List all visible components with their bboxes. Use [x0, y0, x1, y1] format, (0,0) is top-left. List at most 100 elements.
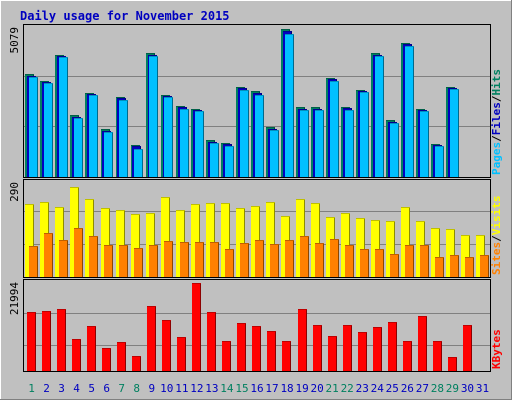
kbytes-bar	[252, 326, 261, 371]
kbytes-bar	[72, 339, 81, 371]
kbytes-bar	[27, 312, 36, 371]
pages-bar	[375, 56, 384, 177]
chart-panels: 5079Pages/Files/Hits290Sites/Visits21994…	[8, 24, 503, 372]
day-label: 10	[160, 382, 173, 395]
day-label: 3	[58, 382, 65, 395]
day-label: 4	[73, 382, 80, 395]
pages-bar	[315, 110, 324, 177]
day-label: 18	[280, 382, 293, 395]
day-label: 30	[461, 382, 474, 395]
day-label: 8	[133, 382, 140, 395]
pages-bar	[435, 146, 444, 177]
day-label: 14	[220, 382, 234, 395]
pages-bar	[270, 130, 279, 177]
day-label: 25	[386, 382, 399, 395]
sites-bar	[210, 242, 219, 277]
series-legend-label: Pages/Files/Hits	[490, 69, 503, 175]
pages-bar	[300, 110, 309, 177]
sites-bar	[450, 255, 459, 277]
day-label: 26	[401, 382, 414, 395]
visits-bar	[236, 208, 245, 277]
legend-part: Pages	[490, 142, 503, 175]
kbytes-bar	[282, 341, 291, 371]
kbytes-bar	[313, 325, 322, 371]
kbytes-bar	[298, 309, 307, 371]
visits-bar	[191, 204, 200, 277]
kbytes-bar	[177, 337, 186, 371]
day-label: 29	[446, 382, 459, 395]
pages-bar	[225, 146, 234, 177]
kbytes-bar	[57, 309, 66, 371]
chart-title: Daily usage for November 2015	[20, 9, 230, 23]
sites-bar	[195, 242, 204, 277]
kbytes-bar	[132, 356, 141, 371]
pages-bar	[149, 56, 158, 177]
pages-bar	[390, 123, 399, 177]
day-labels: 1 2 3 4 5 6 7 8 9 10 11 12 13 14 15 16 17 18 19 20 21 22 23 24 2…	[28, 382, 489, 395]
sites-bar	[285, 240, 294, 277]
day-label: 28	[431, 382, 444, 395]
day-label: 24	[371, 382, 385, 395]
plot-border	[23, 279, 491, 372]
day-label: 13	[205, 382, 218, 395]
kbytes-bar	[403, 341, 412, 371]
pages-bar	[104, 132, 113, 177]
kbytes-bar	[388, 322, 397, 371]
day-label: 12	[190, 382, 203, 395]
sites-bar	[300, 236, 309, 277]
visits-bar	[206, 203, 215, 277]
pages-bar	[360, 92, 369, 177]
kbytes-bar	[42, 311, 51, 371]
plot-border	[23, 179, 491, 278]
visits-bar	[386, 221, 395, 277]
sites-bar	[74, 228, 83, 277]
day-label: 23	[356, 382, 369, 395]
sites-bar	[240, 243, 249, 277]
legend-part: /	[490, 135, 503, 142]
kbytes-bar	[448, 357, 457, 371]
sites-bar	[390, 254, 399, 277]
series-legend-label: Sites/Visits	[490, 196, 503, 276]
sites-bar	[59, 240, 68, 277]
day-label: 20	[311, 382, 324, 395]
sites-bar	[375, 249, 384, 277]
visits-bar	[371, 220, 380, 277]
legend-part: Visits	[490, 196, 503, 236]
sites-bar	[134, 248, 143, 277]
legend-part: Hits	[490, 69, 503, 96]
sites-bar	[89, 236, 98, 277]
pages-bar	[164, 97, 173, 177]
sites-bar	[149, 245, 158, 277]
kbytes-bar	[267, 331, 276, 371]
pages-bar	[210, 143, 219, 177]
day-label: 17	[265, 382, 278, 395]
legend-part: /	[490, 95, 503, 102]
pages-bar	[29, 77, 38, 177]
sites-bar	[44, 233, 53, 277]
kbytes-bar	[373, 327, 382, 371]
sites-bar	[180, 242, 189, 277]
pages-bar	[285, 34, 294, 177]
sites-visits-panel: 290 Sites/Visits	[8, 179, 503, 278]
pages-bar	[405, 46, 414, 177]
visits-bar	[431, 228, 440, 277]
sites-bar	[480, 255, 489, 277]
pages-bar	[345, 110, 354, 177]
pages-bar	[420, 111, 429, 177]
day-label: 2	[43, 382, 50, 395]
sites-bar	[255, 240, 264, 277]
visits-bar	[25, 204, 34, 277]
visits-bar	[311, 203, 320, 277]
pages-bar	[180, 109, 189, 177]
kbytes-bar	[418, 316, 427, 371]
visits-bar	[446, 229, 455, 277]
pages-bar	[119, 100, 128, 177]
sites-bar	[164, 241, 173, 277]
visits-bar	[221, 203, 230, 277]
series-legend-label: KBytes	[490, 329, 503, 369]
kbytes-bar	[433, 341, 442, 371]
sites-bar	[104, 245, 113, 277]
sites-bar	[345, 245, 354, 277]
